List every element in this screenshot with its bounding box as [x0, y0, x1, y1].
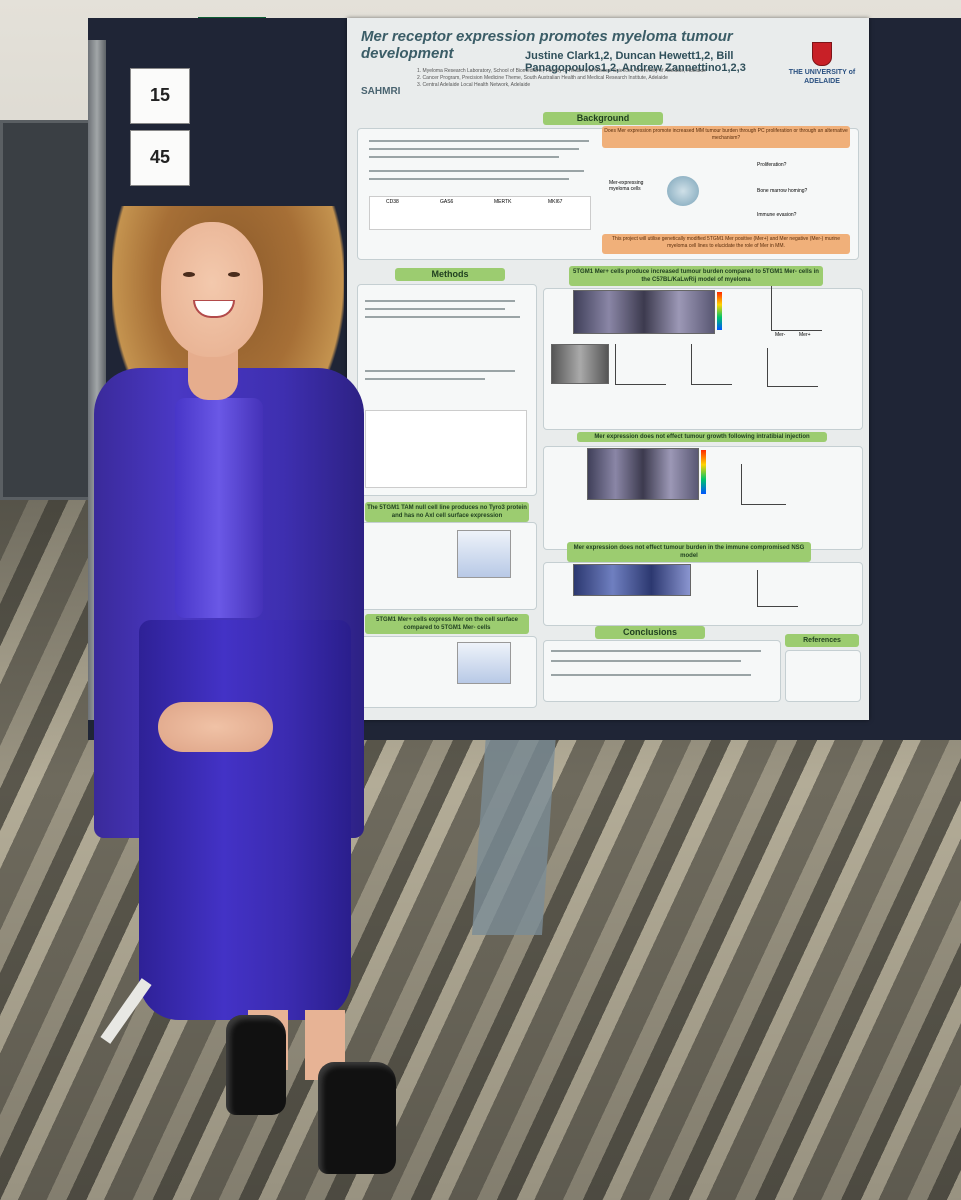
flow-histogram — [457, 530, 511, 578]
tam-null-heading: The 5TGM1 TAM null cell line produces no… — [365, 502, 529, 522]
crest-icon — [812, 42, 832, 66]
mechanism-diagram: Mer-expressing myeloma cells Proliferati… — [607, 158, 847, 228]
text-line — [551, 674, 751, 676]
text-line — [551, 660, 741, 662]
board-number-bottom: 45 — [130, 130, 190, 186]
right-eye — [228, 272, 240, 277]
purple-blouse — [175, 398, 263, 618]
umap-label-mki67: MKI67 — [548, 199, 563, 205]
affiliation-1: 1. Myeloma Research Laboratory, School o… — [417, 68, 706, 74]
tumour-bearing-plot — [691, 344, 732, 385]
affiliation-2: 2. Cancer Program, Precision Medicine Th… — [417, 75, 668, 81]
text-line — [365, 316, 520, 318]
diagram-node-proliferation: Proliferation? — [757, 162, 787, 168]
face — [161, 222, 263, 357]
intratibial-plot — [741, 464, 786, 505]
gfp-plot — [767, 348, 818, 387]
board-number-top: 15 — [130, 68, 190, 124]
left-eye — [183, 272, 195, 277]
umap-label-gas6: GAS6 — [440, 199, 454, 205]
conclusions-heading: Conclusions — [595, 626, 705, 639]
myeloma-cell-icon — [667, 176, 699, 206]
text-line — [369, 156, 559, 158]
tumour-burden-plot — [771, 286, 822, 331]
umap-figure: CD38 GAS6 MERTK MKI67 — [369, 196, 591, 230]
text-line — [369, 170, 584, 172]
intratibial-colour-scale — [701, 450, 706, 494]
text-line — [365, 378, 485, 380]
text-line — [369, 140, 589, 142]
research-poster: Mer receptor expression promotes myeloma… — [347, 18, 869, 720]
diagram-node-cells: Mer-expressing myeloma cells — [609, 180, 644, 192]
sahmri-logo: SAHMRI — [361, 86, 401, 97]
diagram-node-homing: Bone marrow homing? — [757, 188, 808, 194]
serum-gel — [551, 344, 609, 384]
text-line — [369, 178, 569, 180]
university-logo: THE UNIVERSITY of ADELAIDE — [787, 42, 857, 86]
poster-authors: Justine Clark1,2, Duncan Hewett1,2, Bill… — [525, 50, 746, 74]
background-heading: Background — [543, 112, 663, 125]
bli-imaging-strip — [573, 290, 715, 334]
right-shoe — [318, 1062, 396, 1174]
intratibial-bli-strip — [587, 448, 699, 500]
project-aim: This project will utilise genetically mo… — [602, 234, 850, 254]
mer-surface-heading: 5TGM1 Mer+ cells express Mer on the cell… — [365, 614, 529, 634]
results-1-heading: 5TGM1 Mer+ cells produce increased tumou… — [569, 266, 823, 286]
group-label-mer-pos: Mer+ — [799, 332, 811, 338]
text-line — [369, 148, 579, 150]
references-panel — [785, 650, 861, 702]
diagram-node-immune: Immune evasion? — [757, 212, 797, 218]
methods-heading: Methods — [395, 268, 505, 281]
results-2-heading: Mer expression does not effect tumour gr… — [577, 432, 827, 442]
research-question: Does Mer expression promote increased MM… — [602, 126, 850, 148]
affiliation-3: 3. Central Adelaide Local Health Network… — [417, 82, 531, 88]
nsg-bli-strip — [573, 564, 691, 596]
references-heading: References — [785, 634, 859, 647]
clasped-hands — [158, 702, 273, 752]
umap-label-cd38: CD38 — [386, 199, 399, 205]
text-line — [551, 650, 761, 652]
text-line — [365, 300, 515, 302]
text-line — [365, 370, 515, 372]
group-label-mer-neg: Mer- — [775, 332, 786, 338]
results-3-heading: Mer expression does not effect tumour bu… — [567, 542, 811, 562]
left-shoe — [226, 1015, 286, 1115]
doorway — [0, 120, 100, 500]
mouse-model-diagram — [365, 410, 527, 488]
nsg-plot — [757, 570, 798, 607]
purple-skirt — [139, 620, 351, 1020]
poster-affiliations: 1. Myeloma Research Laboratory, School o… — [417, 68, 797, 89]
bli-colour-scale — [717, 292, 722, 330]
flow-histogram-mer — [457, 642, 511, 684]
text-line — [365, 308, 505, 310]
poster-title: Mer receptor expression promotes myeloma… — [361, 28, 733, 62]
umap-label-mertk: MERTK — [494, 199, 512, 205]
university-name: THE UNIVERSITY of ADELAIDE — [788, 69, 856, 85]
m-spike-plot — [615, 344, 666, 385]
